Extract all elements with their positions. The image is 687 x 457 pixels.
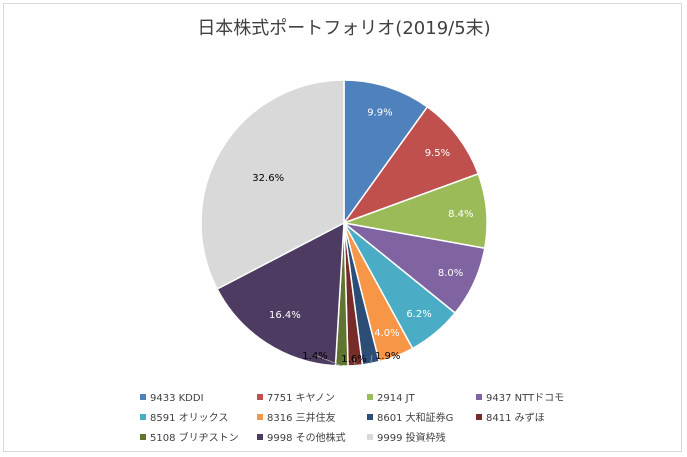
- legend-item: 8591 オリックス: [140, 412, 228, 424]
- slice-data-label: 1.9%: [375, 351, 400, 362]
- legend-label: 8411 みずほ: [486, 412, 545, 424]
- legend-item: 8316 三井住友: [257, 411, 336, 424]
- legend-label: 5108 ブリヂストン: [150, 431, 239, 444]
- leader-line: [370, 354, 373, 364]
- pie-chart: 日本株式ポートフォリオ(2019/5末) 9.9% 9.5% 8.4% 8.0% 6.2…: [140, 18, 564, 444]
- slice-data-label: 32.6%: [252, 173, 284, 184]
- legend-swatch: [257, 414, 263, 420]
- slice-labels: 9.9% 9.5% 8.4% 8.0% 6.2% 4.0% 1.9% 1.6% 1.4% 16.4…: [252, 107, 473, 365]
- pie-slice-9998: [216, 221, 345, 367]
- legend-swatch: [257, 394, 263, 400]
- legend-swatch: [367, 434, 373, 440]
- slice-data-label: 8.0%: [438, 268, 463, 279]
- legend-label: 9999 投資枠残: [377, 431, 446, 444]
- legend-swatch: [367, 394, 373, 400]
- legend-item: 2914 JT: [367, 393, 416, 404]
- slice-data-label: 9.5%: [425, 148, 450, 159]
- legend-label: 9437 NTTドコモ: [486, 393, 564, 404]
- legend-item: 8411 みずほ: [476, 412, 545, 424]
- leader-line: [314, 354, 342, 367]
- pie-slice-9433-kddi: [343, 79, 429, 226]
- slice-data-label: 8.4%: [448, 209, 473, 220]
- slice-data-label: 6.2%: [406, 309, 431, 320]
- legend-swatch: [140, 394, 146, 400]
- pie-slices: [200, 79, 488, 367]
- slice-data-label: 4.0%: [374, 328, 399, 339]
- slice-data-label: 16.4%: [269, 310, 301, 321]
- leader-lines: [314, 354, 373, 367]
- pie-slice-7751: [341, 105, 480, 225]
- pie-slice-9999: [200, 79, 345, 290]
- legend-swatch: [140, 434, 146, 440]
- legend-item: 9433 KDDI: [140, 393, 204, 404]
- legend-label: 8601 大和証券G: [377, 411, 453, 424]
- legend-label: 8316 三井住友: [267, 411, 336, 424]
- chart-area: 日本株式ポートフォリオ(2019/5末) 9.9% 9.5% 8.4% 8.0% 6.2…: [3, 3, 682, 452]
- legend-swatch: [476, 414, 482, 420]
- slice-data-label: 1.6%: [341, 354, 366, 365]
- legend-item: 9998 その他株式: [257, 431, 346, 444]
- legend-item: 9999 投資枠残: [367, 431, 446, 444]
- legend-swatch: [140, 414, 146, 420]
- legend-swatch: [476, 394, 482, 400]
- legend-label: 8591 オリックス: [150, 412, 228, 424]
- leader-line: [353, 357, 356, 366]
- slice-data-label: 1.4%: [302, 351, 327, 362]
- legend-item: 8601 大和証券G: [367, 411, 453, 424]
- legend-item: 9437 NTTドコモ: [476, 393, 564, 404]
- legend-label: 2914 JT: [377, 393, 416, 404]
- legend-item: 7751 キヤノン: [257, 393, 335, 404]
- legend: 9433 KDDI 7751 キヤノン 2914 JT 9437 NTTドコモ 8591…: [140, 393, 564, 444]
- legend-item: 5108 ブリヂストン: [140, 431, 239, 444]
- legend-swatch: [257, 434, 263, 440]
- legend-label: 7751 キヤノン: [267, 393, 335, 404]
- legend-label: 9433 KDDI: [150, 393, 204, 404]
- legend-swatch: [367, 414, 373, 420]
- legend-label: 9998 その他株式: [267, 431, 346, 444]
- slice-data-label: 9.9%: [367, 107, 392, 118]
- chart-title: 日本株式ポートフォリオ(2019/5末): [197, 18, 490, 39]
